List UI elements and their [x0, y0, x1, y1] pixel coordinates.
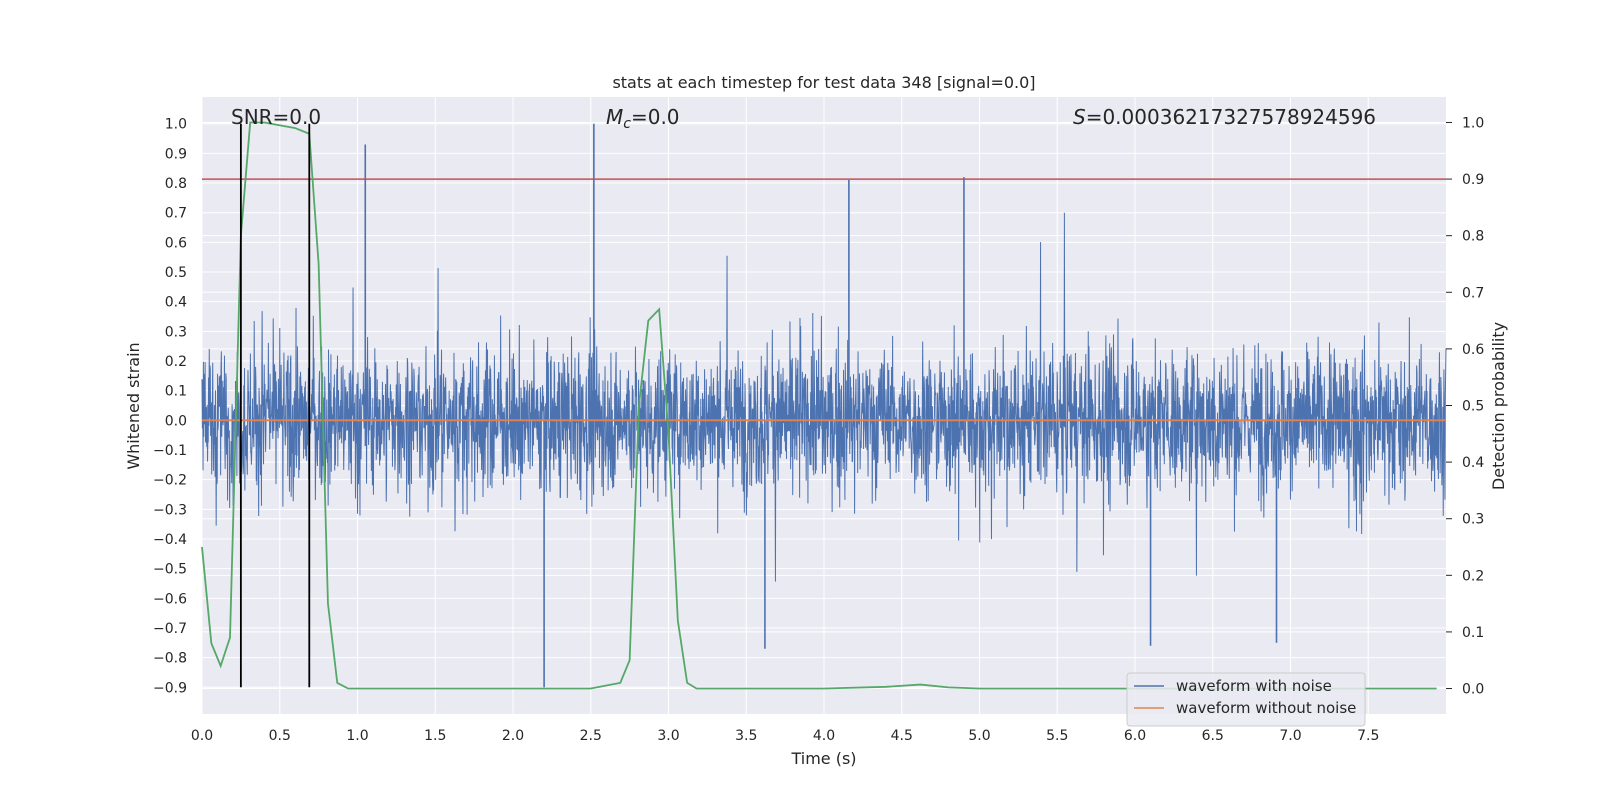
probability-trace: [201, 121, 1437, 690]
x-tick-label: 3.5: [735, 728, 757, 744]
y-left-tick-label: 0.4: [165, 295, 187, 311]
y-left-tick-label: 0.3: [165, 324, 187, 340]
significance-annotation: S=0.0003621732757892459​6: [1073, 105, 1376, 129]
y-left-tick-label: −0.2: [153, 473, 187, 489]
y-left-tick-label: 0.5: [165, 265, 187, 281]
y-left-tick-label: 0.2: [165, 354, 187, 370]
y-left-tick-label: 0.8: [165, 176, 187, 192]
y-left-tick-label: −0.9: [153, 680, 187, 696]
y-right-tick-label: 0.8: [1462, 229, 1484, 245]
y-right-tick-label: 0.2: [1462, 568, 1484, 584]
mc-symbol: M: [606, 105, 623, 129]
y-right-tick-label: 1.0: [1462, 115, 1484, 131]
mc-subscript: c: [623, 116, 631, 132]
y-right-ticks: 1.0 0.9 0.8 0.7 0.6 0.5 0.4 0.3 0.2 0.1 0.0: [1446, 115, 1484, 698]
x-axis-label: Time (s): [790, 749, 856, 768]
x-tick-label: 4.0: [813, 728, 835, 744]
x-tick-label: 6.5: [1202, 728, 1224, 744]
legend-label-clean: waveform without noise: [1176, 699, 1356, 717]
y-right-tick-label: 0.1: [1462, 625, 1484, 641]
x-tick-label: 1.5: [424, 728, 446, 744]
x-axis-ticks: 0.0 0.5 1.0 1.5 2.0 2.5 3.0 3.5 4.0 4.5 5.0 5.5 6.0 6…: [191, 728, 1380, 744]
y-left-tick-label: −0.7: [153, 621, 187, 637]
x-tick-label: 7.5: [1357, 728, 1379, 744]
x-tick-label: 2.0: [502, 728, 524, 744]
s-value: =0.0003621732757892459​6: [1086, 105, 1376, 129]
y-left-tick-label: 0.9: [165, 146, 187, 162]
event-markers: [239, 123, 311, 688]
y-left-tick-label: 0.0: [165, 413, 187, 429]
y-left-tick-label: −0.4: [153, 532, 187, 548]
y-right-tick-label: 0.3: [1462, 512, 1484, 528]
chirp-mass-annotation: Mc=0.0: [606, 105, 680, 132]
y-right-axis-label: Detection probability: [1489, 322, 1508, 490]
legend-label-noise: waveform with noise: [1176, 677, 1332, 695]
mc-value: =0.0: [631, 105, 680, 129]
y-right-tick-label: 0.5: [1462, 399, 1484, 415]
y-left-tick-label: −0.6: [153, 591, 187, 607]
x-tick-label: 2.5: [580, 728, 602, 744]
x-tick-label: 7.0: [1279, 728, 1301, 744]
detection-probability-series: [201, 121, 1437, 690]
y-left-tick-label: 0.7: [165, 206, 187, 222]
y-left-tick-label: −0.3: [153, 502, 187, 518]
legend-box: [1126, 672, 1366, 727]
x-tick-label: 0.5: [269, 728, 291, 744]
y-left-tick-label: 0.1: [165, 384, 187, 400]
s-symbol: S: [1073, 105, 1086, 129]
y-left-ticks: 1.0 0.9 0.8 0.7 0.6 0.5 0.4 0.3 0.2 0.1 0.0 −0.1 −0.…: [153, 117, 187, 697]
x-tick-label: 5.5: [1046, 728, 1068, 744]
x-tick-label: 1.0: [346, 728, 368, 744]
y-left-tick-label: 1.0: [165, 117, 187, 133]
x-tick-label: 6.0: [1124, 728, 1146, 744]
y-right-tick-label: 0.4: [1462, 455, 1484, 471]
y-right-tick-label: 0.7: [1462, 285, 1484, 301]
y-left-tick-label: −0.5: [153, 562, 187, 578]
waveform-with-noise-series: [201, 123, 1447, 688]
y-left-tick-label: −0.8: [153, 651, 187, 667]
y-left-tick-label: 0.6: [165, 235, 187, 251]
y-left-axis-label: Whitened strain: [124, 342, 143, 469]
x-tick-label: 4.5: [891, 728, 913, 744]
y-right-tick-label: 0.9: [1462, 172, 1484, 188]
y-right-tick-label: 0.6: [1462, 342, 1484, 358]
x-tick-label: 3.0: [657, 728, 679, 744]
chart-title: stats at each timestep for test data 348…: [612, 73, 1035, 92]
snr-annotation: SNR=0.0: [231, 105, 321, 129]
x-tick-label: 0.0: [191, 728, 213, 744]
noise-trace: [201, 212, 1447, 582]
y-left-tick-label: −0.1: [153, 443, 187, 459]
y-right-tick-label: 0.0: [1462, 682, 1484, 698]
x-tick-label: 5.0: [968, 728, 990, 744]
legend: waveform with noise waveform without noi…: [1126, 672, 1366, 727]
